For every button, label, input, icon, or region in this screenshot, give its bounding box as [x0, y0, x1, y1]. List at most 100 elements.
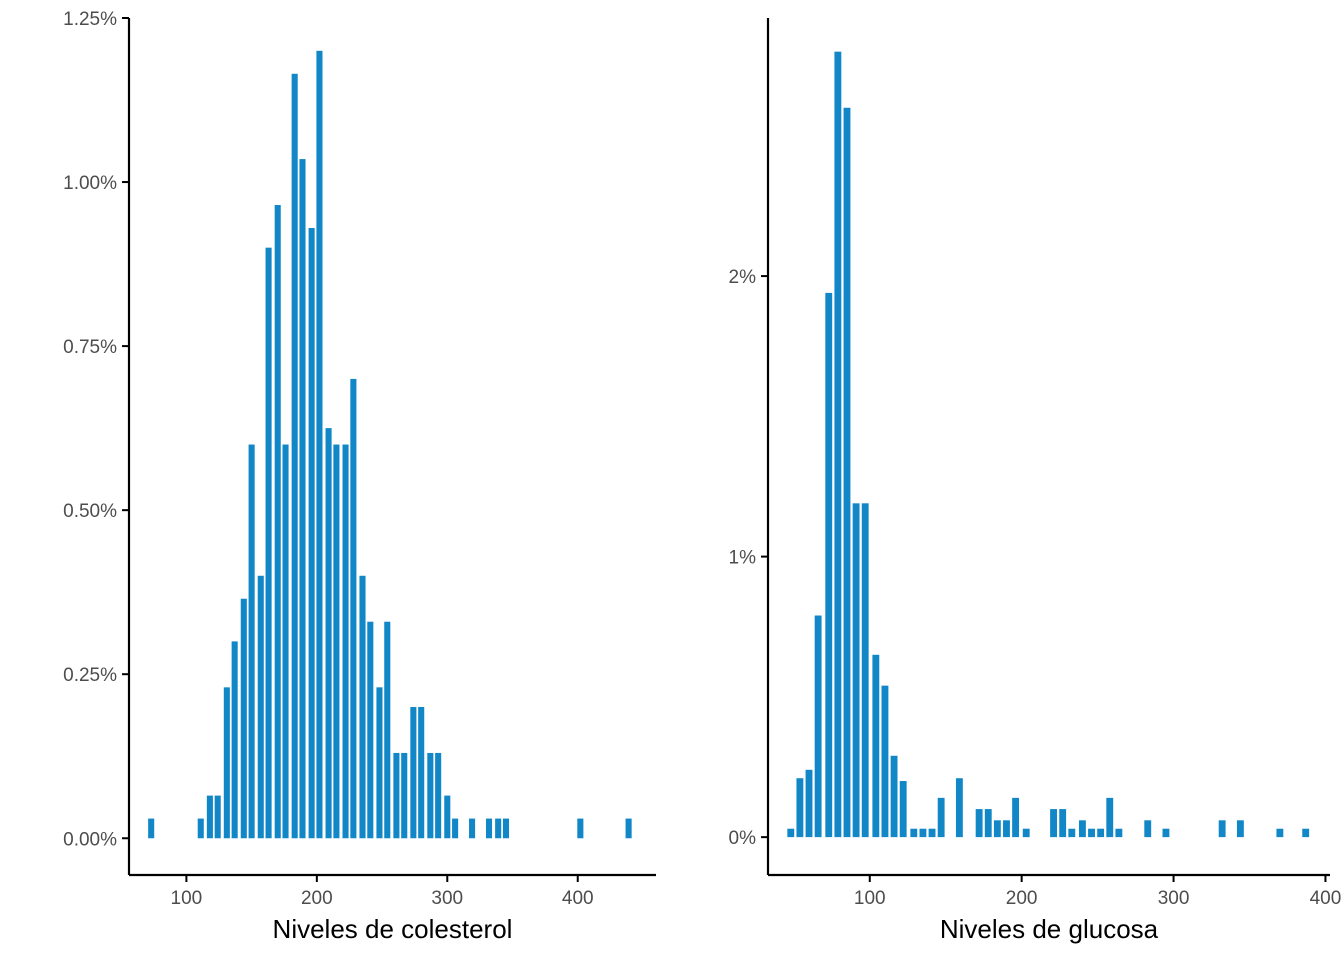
glucose-bar: [861, 503, 869, 838]
cholesterol-bar: [577, 818, 584, 839]
cholesterol-bar: [231, 641, 238, 839]
cholesterol-bar: [291, 73, 298, 839]
glucose-x-axis-title: Niveles de glucosa: [940, 914, 1159, 944]
glucose-y-tick-label: 2%: [729, 267, 757, 288]
cholesterol-y-tick-label: 1.00%: [63, 173, 117, 194]
cholesterol-bar: [265, 247, 272, 839]
cholesterol-bar: [342, 444, 349, 839]
glucose-bar: [852, 503, 860, 838]
glucose-bar: [843, 107, 851, 838]
glucose-bar: [1106, 797, 1114, 838]
cholesterol-histogram-panel: 0.00% 0.25% 0.50% 0.75% 1.00% 1.25% 100 200 300…: [63, 9, 656, 944]
cholesterol-bar: [223, 687, 230, 839]
cholesterol-x-tick-label: 200: [301, 888, 333, 909]
cholesterol-bars: [148, 50, 632, 839]
glucose-bar: [1078, 820, 1086, 838]
glucose-bar: [814, 615, 822, 838]
cholesterol-x-axis-ticks: 100 200 300 400: [171, 875, 594, 909]
glucose-bar: [1162, 828, 1170, 838]
glucose-bar: [1068, 828, 1076, 838]
glucose-bar: [881, 685, 889, 838]
glucose-bar: [1003, 820, 1010, 838]
glucose-bar: [1302, 828, 1310, 838]
cholesterol-y-tick-label: 0.75%: [63, 337, 117, 358]
glucose-bar: [890, 755, 898, 838]
glucose-x-axis-ticks: 100 200 300 400: [854, 875, 1341, 909]
glucose-bar: [1236, 820, 1244, 838]
cholesterol-bar: [495, 818, 502, 839]
cholesterol-bar: [393, 752, 400, 839]
cholesterol-bar: [214, 795, 221, 839]
glucose-bar: [899, 781, 907, 838]
cholesterol-bar: [206, 795, 213, 839]
glucose-bar: [1012, 797, 1020, 838]
cholesterol-bar: [485, 818, 493, 839]
cholesterol-bar: [410, 707, 417, 839]
cholesterol-bar: [435, 752, 442, 839]
cholesterol-bar: [376, 687, 383, 839]
cholesterol-bar: [359, 575, 366, 839]
glucose-y-tick-label: 1%: [729, 548, 757, 569]
glucose-bar: [984, 809, 992, 838]
cholesterol-bar: [401, 752, 408, 839]
glucose-bar: [1097, 828, 1105, 838]
glucose-bar: [805, 769, 813, 838]
cholesterol-bar: [308, 227, 315, 839]
cholesterol-bar: [257, 575, 264, 839]
glucose-bar: [1050, 809, 1057, 838]
cholesterol-bar: [452, 818, 459, 839]
cholesterol-bar: [502, 818, 510, 839]
cholesterol-bar: [444, 795, 451, 839]
glucose-bar: [919, 828, 927, 838]
glucose-bar: [993, 820, 1001, 838]
cholesterol-bar: [333, 444, 340, 839]
glucose-bar: [1218, 820, 1226, 838]
glucose-bar: [955, 778, 963, 838]
cholesterol-bar: [350, 378, 357, 839]
glucose-x-tick-label: 300: [1158, 888, 1190, 909]
glucose-x-tick-label: 400: [1310, 888, 1342, 909]
glucose-bar: [975, 809, 983, 838]
glucose-bar: [1088, 828, 1095, 838]
cholesterol-bar: [367, 621, 374, 839]
glucose-bar: [796, 778, 804, 838]
cholesterol-y-tick-label: 0.00%: [63, 829, 117, 850]
glucose-bar: [825, 292, 833, 838]
cholesterol-y-tick-label: 1.25%: [63, 9, 117, 30]
cholesterol-x-axis-title: Niveles de colesterol: [273, 914, 513, 944]
cholesterol-bar: [240, 598, 247, 839]
cholesterol-bar: [418, 707, 425, 839]
glucose-bars: [787, 51, 1310, 838]
cholesterol-bar: [427, 752, 434, 839]
cholesterol-x-tick-label: 300: [431, 888, 463, 909]
cholesterol-y-tick-label: 0.50%: [63, 501, 117, 522]
glucose-bar: [834, 51, 842, 838]
glucose-y-axis-ticks: 0% 1% 2%: [729, 267, 768, 849]
cholesterol-bar: [316, 50, 323, 839]
glucose-bar: [1022, 828, 1030, 838]
cholesterol-x-tick-label: 400: [562, 888, 594, 909]
cholesterol-bar: [299, 159, 306, 839]
cholesterol-y-tick-label: 0.25%: [63, 665, 117, 686]
glucose-bar: [928, 828, 936, 838]
cholesterol-bar: [248, 444, 255, 839]
cholesterol-bar: [384, 621, 391, 839]
cholesterol-bar: [197, 818, 204, 839]
glucose-y-tick-label: 0%: [729, 828, 757, 849]
cholesterol-bar: [469, 818, 476, 839]
glucose-bar: [1144, 820, 1152, 838]
cholesterol-y-axis-ticks: 0.00% 0.25% 0.50% 0.75% 1.00% 1.25%: [63, 9, 129, 850]
cholesterol-bar: [274, 205, 281, 839]
glucose-bar: [937, 797, 945, 838]
glucose-bar: [910, 828, 918, 838]
glucose-bar: [1059, 809, 1067, 838]
cholesterol-x-tick-label: 100: [171, 888, 203, 909]
glucose-histogram-panel: 0% 1% 2% 100 200 300 400 Niveles de glucosa: [729, 18, 1341, 944]
cholesterol-bar: [325, 428, 332, 839]
glucose-bar: [1115, 828, 1123, 838]
glucose-bar: [872, 654, 880, 838]
cholesterol-bar: [282, 444, 289, 839]
glucose-x-tick-label: 100: [854, 888, 886, 909]
cholesterol-bar: [625, 818, 632, 839]
glucose-x-tick-label: 200: [1006, 888, 1038, 909]
